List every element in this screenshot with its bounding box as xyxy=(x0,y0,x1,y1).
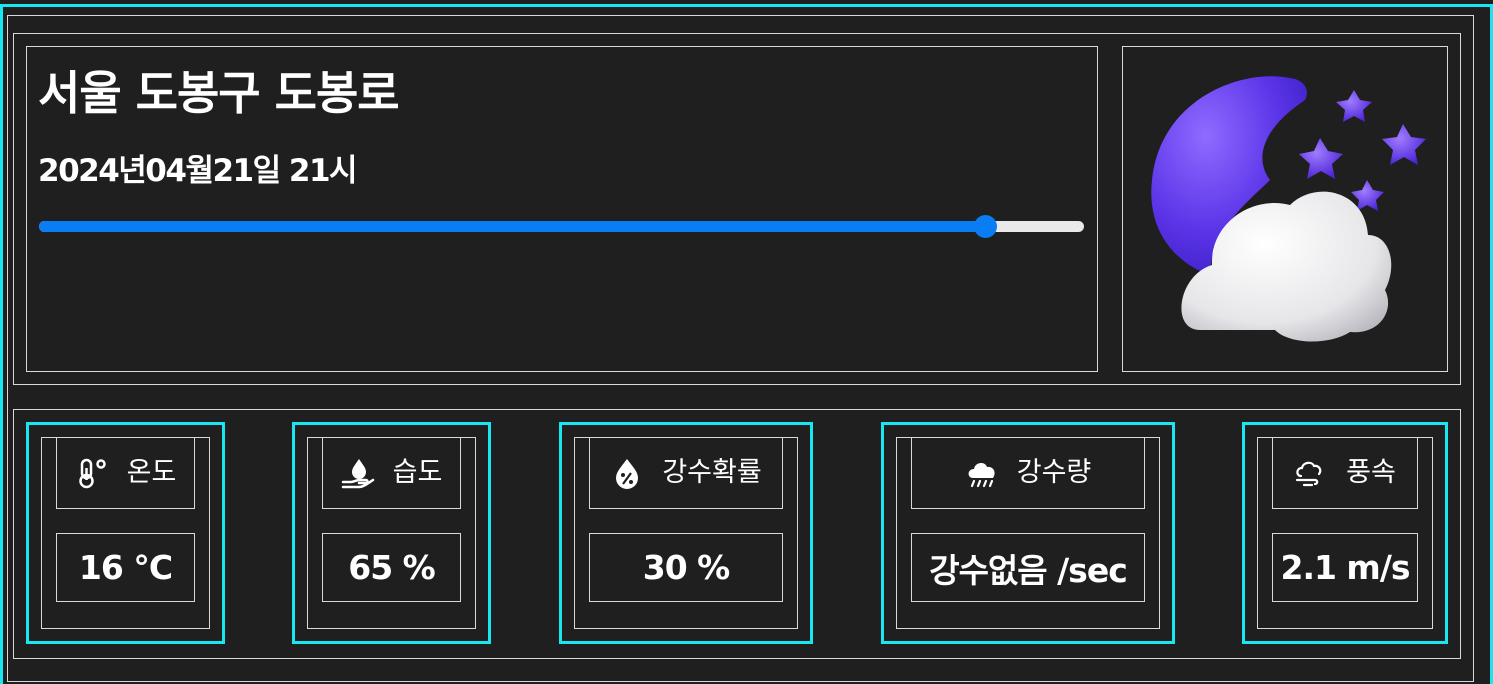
rain-probability-value: 30 % xyxy=(642,548,730,587)
location-info-panel xyxy=(26,46,1098,372)
wind-speed-value: 2.1 m/s xyxy=(1280,548,1410,587)
rain-probability-drop-icon xyxy=(616,459,639,489)
humidity-hand-drop-icon xyxy=(341,459,374,489)
metric-value-box: 30 % xyxy=(589,533,783,602)
metrics-panel xyxy=(13,409,1461,659)
metric-label-box: 강수량 xyxy=(911,437,1145,509)
wind-icon xyxy=(1296,461,1322,487)
thermometer-icon xyxy=(78,458,106,489)
content-frame xyxy=(7,15,1474,682)
metric-label: 강수량 xyxy=(1016,457,1092,488)
time-slider[interactable] xyxy=(39,215,1084,238)
rain-cloud-icon xyxy=(968,463,995,488)
slider-fill xyxy=(39,221,985,232)
metric-value-box: 65 % xyxy=(322,533,461,602)
metric-label: 풍속 xyxy=(1346,457,1396,488)
app-frame xyxy=(0,4,1493,684)
metric-label: 습도 xyxy=(392,457,443,488)
forecast-header-panel xyxy=(13,33,1461,385)
metric-value-box: 강수없음 /sec xyxy=(911,533,1145,602)
humidity-value: 65 % xyxy=(348,548,435,587)
metric-label: 강수확률 xyxy=(662,457,762,488)
metric-card-precipitation: 강수량 강수없음 /sec xyxy=(881,422,1175,644)
metric-card-rain-probability: 강수확률 30 % xyxy=(559,422,813,644)
metric-card-humidity: 습도 65 % xyxy=(292,422,491,644)
metric-label-box: 강수확률 xyxy=(589,437,783,509)
metric-label-box: 온도 xyxy=(56,437,195,509)
weather-icon-panel xyxy=(1122,46,1448,372)
location-title: 서울 도봉구 도봉로 xyxy=(38,66,400,120)
metric-card-temperature: 온도 16 °C xyxy=(26,422,225,644)
metric-label-box: 습도 xyxy=(322,437,461,509)
metric-value-box: 16 °C xyxy=(56,533,195,602)
metric-card-wind-speed: 풍속 2.1 m/s xyxy=(1242,422,1448,644)
metric-label: 온도 xyxy=(126,457,177,488)
slider-thumb[interactable] xyxy=(973,215,997,238)
moon-cloud-stars-icon xyxy=(1151,76,1426,342)
forecast-datetime: 2024년04월21일 21시 xyxy=(38,153,358,189)
metric-value-box: 2.1 m/s xyxy=(1272,533,1418,602)
temperature-value: 16 °C xyxy=(78,548,173,587)
precipitation-value: 강수없음 /sec xyxy=(929,550,1128,590)
metric-label-box: 풍속 xyxy=(1272,437,1418,509)
